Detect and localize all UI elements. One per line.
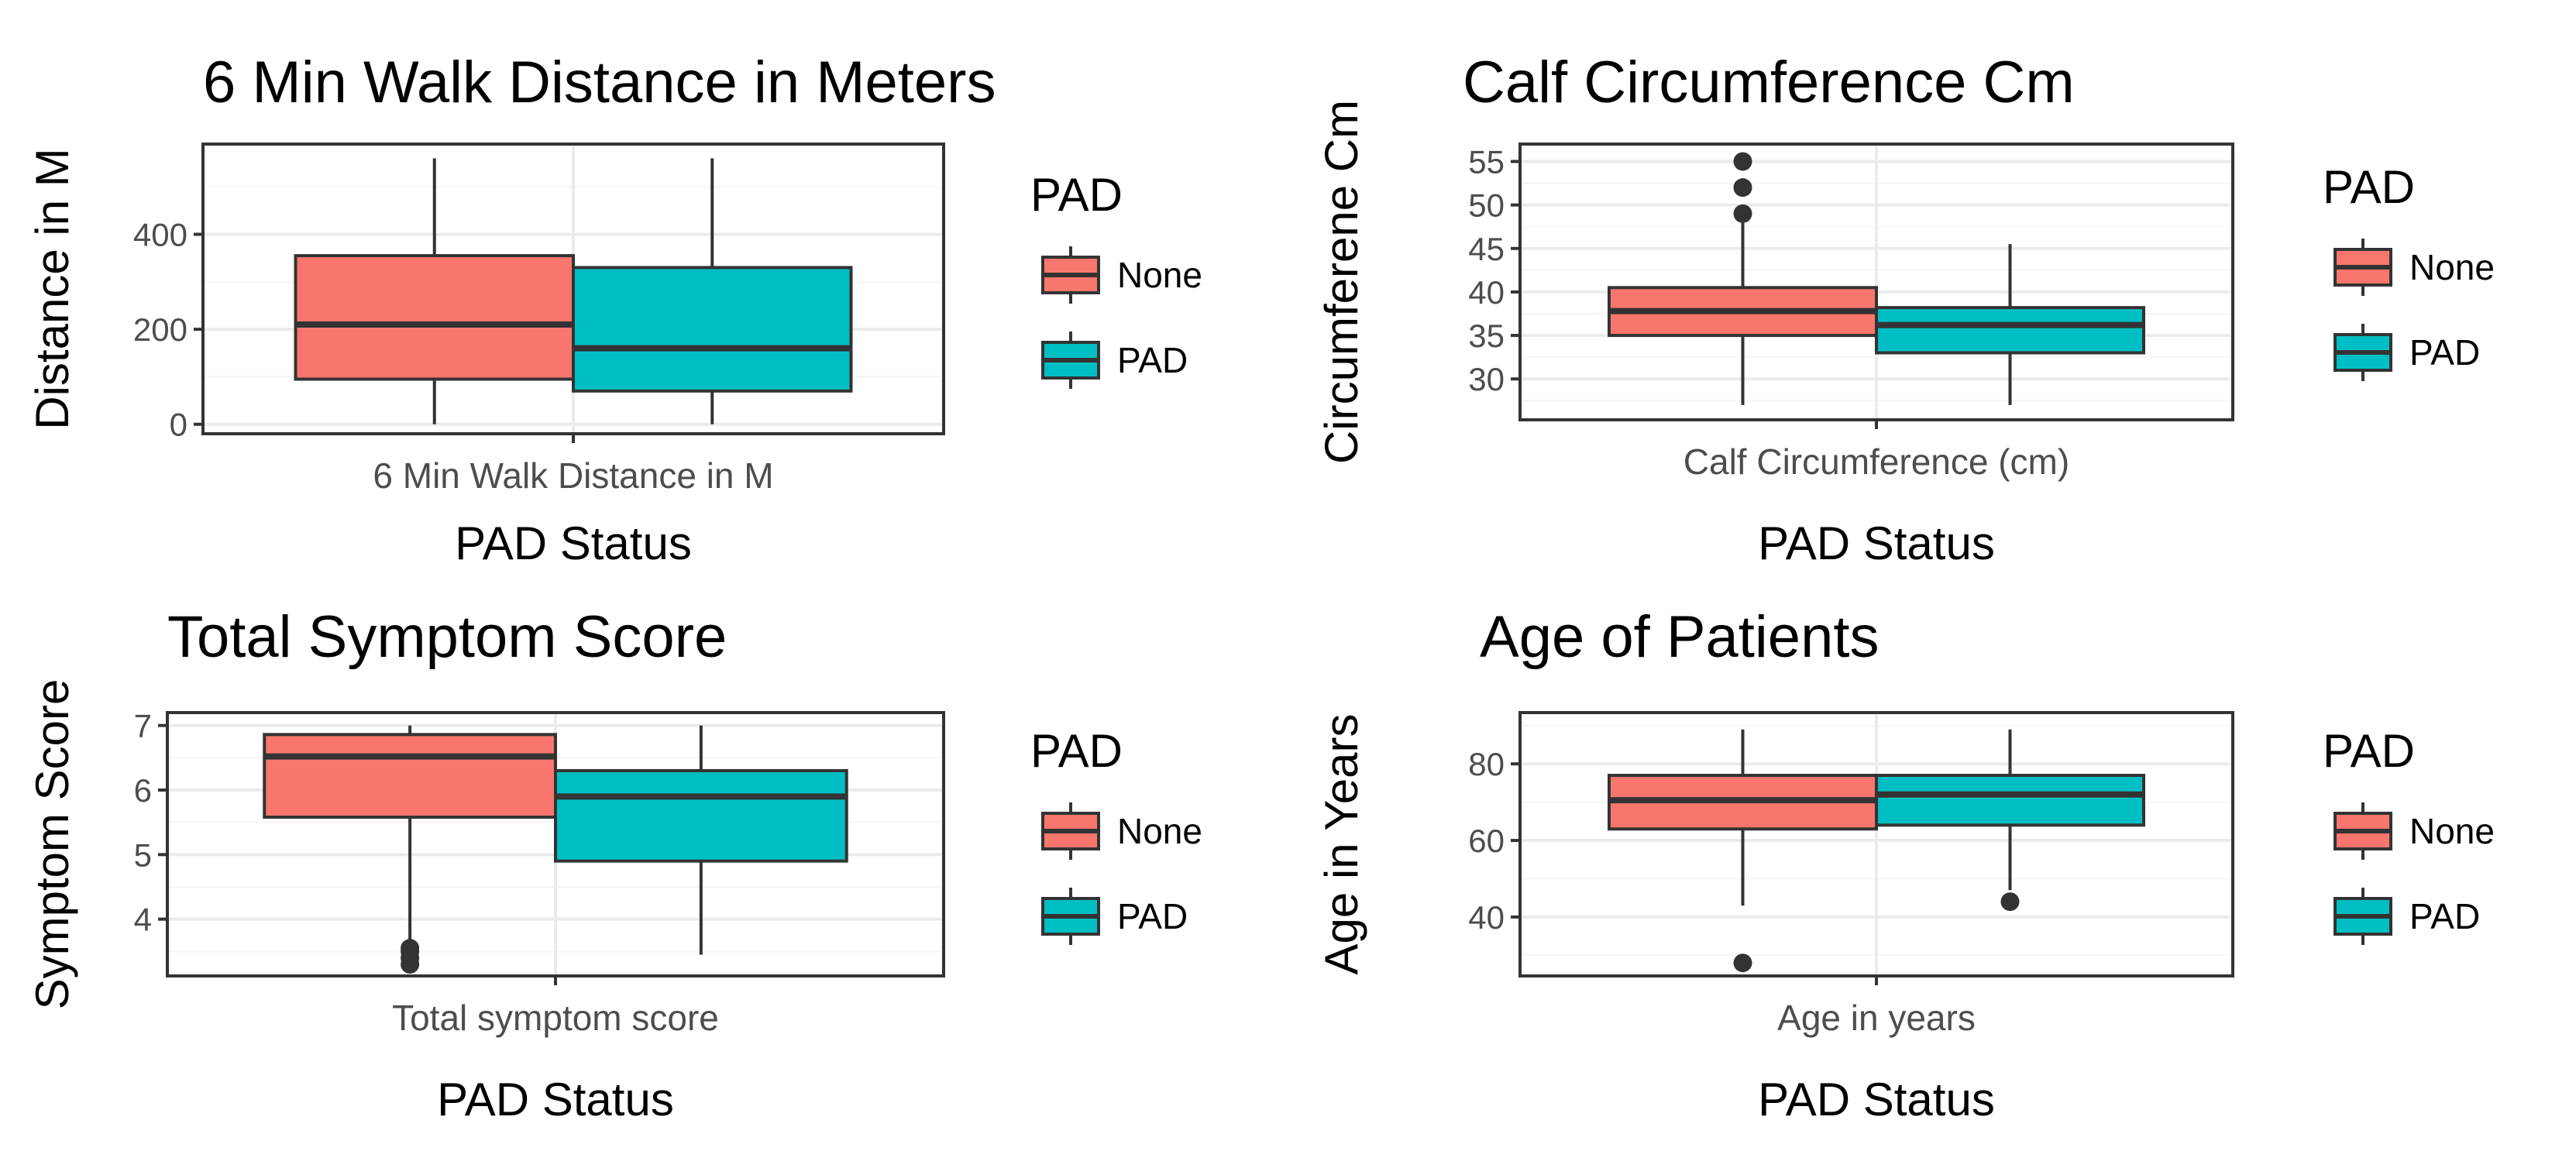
- legend-key-pad: PAD: [2334, 888, 2480, 945]
- panel-2: 30 35 40 45 50 55 Calf Circumference (cm) Calf …: [1316, 50, 2495, 569]
- outlier-point: [1733, 204, 1752, 223]
- y-axis-title: Symptom Score: [26, 679, 78, 1010]
- y-tick-label: 60: [1468, 823, 1505, 859]
- panel-4: 40 60 80 Age in years Age of Patients PAD Sta…: [1316, 604, 2495, 1125]
- legend-title: PAD: [1030, 725, 1123, 777]
- box-body: [554, 769, 848, 863]
- legend: PAD None PAD: [1030, 169, 1202, 389]
- legend-key-none: None: [2334, 802, 2495, 860]
- legend-label: None: [2409, 811, 2495, 851]
- y-tick-label: 400: [133, 216, 187, 253]
- outlier-point: [1733, 953, 1752, 973]
- y-tick-label: 4: [134, 902, 152, 938]
- y-tick-label: 7: [134, 708, 152, 744]
- legend-key-none: None: [1041, 246, 1202, 304]
- box-body: [1875, 774, 2145, 827]
- y-tick-label: 80: [1468, 746, 1505, 782]
- x-category-label: 6 Min Walk Distance in M: [373, 455, 773, 496]
- box-body: [294, 254, 575, 381]
- x-axis-title: PAD Status: [437, 1074, 674, 1125]
- box-body: [1875, 306, 2145, 355]
- legend-key-none: None: [2334, 239, 2495, 296]
- y-tick-label: 0: [170, 407, 187, 443]
- legend: PAD None PAD: [2323, 161, 2495, 381]
- y-axis-title: Age in Years: [1316, 714, 1367, 975]
- box-body: [572, 266, 853, 393]
- y-tick-label: 30: [1468, 361, 1505, 397]
- y-tick-label: 35: [1468, 318, 1505, 354]
- y-axis-title: Circumferene Cm: [1316, 100, 1367, 464]
- legend-key-pad: PAD: [1041, 332, 1188, 389]
- x-category-label: Age in years: [1777, 998, 1976, 1038]
- legend-key-pad: PAD: [2334, 324, 2480, 381]
- x-axis-title: PAD Status: [1758, 517, 1995, 569]
- y-tick-label: 6: [134, 772, 152, 809]
- box-pad: [572, 158, 853, 424]
- legend-label: None: [1117, 255, 1202, 295]
- legend: PAD None PAD: [1030, 725, 1202, 945]
- chart-title: 6 Min Walk Distance in Meters: [203, 50, 996, 115]
- panel-1: 0 200 400 6 Min Walk Distance in M 6 Min Wal…: [26, 50, 1202, 569]
- y-axis-title: Distance in M: [26, 148, 78, 429]
- box-pad: [1875, 244, 2145, 405]
- legend-label: None: [2409, 247, 2495, 287]
- outlier-point: [1733, 152, 1752, 171]
- box-body: [263, 733, 557, 819]
- y-tick-label: 40: [1468, 899, 1505, 936]
- legend-label: PAD: [2409, 896, 2480, 936]
- x-category-label: Calf Circumference (cm): [1684, 442, 2069, 482]
- box-none: [1608, 729, 1878, 973]
- panel-3: 4 5 6 7 Total symptom score Total Symptom Sco…: [26, 604, 1202, 1125]
- y-tick-label: 45: [1468, 231, 1505, 267]
- legend-title: PAD: [1030, 169, 1123, 221]
- x-axis-title: PAD Status: [1758, 1074, 1995, 1125]
- box-pad: [554, 725, 848, 955]
- legend-label: None: [1117, 811, 1202, 851]
- legend-key-pad: PAD: [1041, 888, 1188, 945]
- legend-key-none: None: [1041, 802, 1202, 860]
- box-none: [294, 158, 575, 424]
- x-category-label: Total symptom score: [392, 998, 719, 1038]
- outlier-point: [1733, 178, 1752, 198]
- box-none: [263, 725, 557, 974]
- y-tick-label: 5: [134, 837, 152, 873]
- y-tick-label: 200: [133, 311, 187, 348]
- chart-title: Age of Patients: [1480, 604, 1879, 670]
- box-pad: [1875, 729, 2145, 912]
- legend: PAD None PAD: [2323, 725, 2495, 945]
- legend-title: PAD: [2323, 725, 2415, 777]
- chart-title: Calf Circumference Cm: [1463, 50, 2075, 115]
- x-axis-title: PAD Status: [455, 517, 692, 569]
- outlier-point: [401, 939, 420, 958]
- chart-title: Total Symptom Score: [167, 604, 727, 670]
- legend-label: PAD: [1117, 896, 1188, 936]
- legend-title: PAD: [2323, 161, 2415, 213]
- y-tick-label: 55: [1468, 143, 1505, 180]
- legend-label: PAD: [2409, 332, 2480, 373]
- legend-label: PAD: [1117, 340, 1188, 380]
- y-tick-label: 50: [1468, 187, 1505, 224]
- outlier-point: [2000, 892, 2020, 912]
- y-tick-label: 40: [1468, 274, 1505, 311]
